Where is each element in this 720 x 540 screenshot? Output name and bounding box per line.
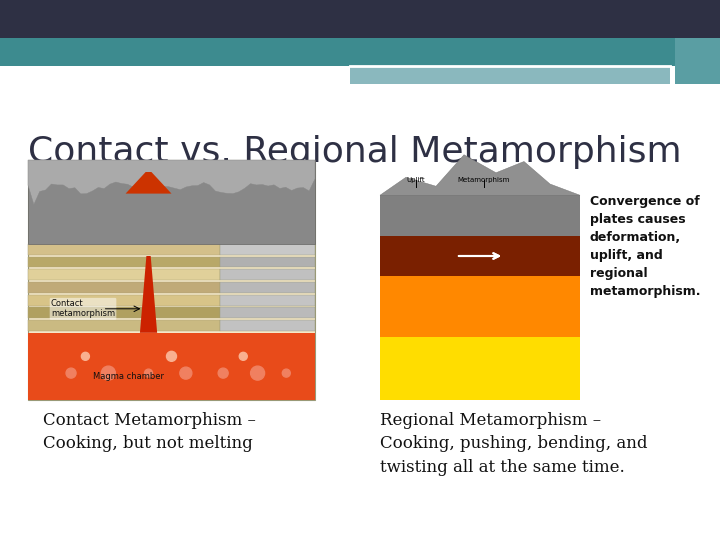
Bar: [0, 38, 720, 66]
Circle shape: [145, 369, 153, 377]
Circle shape: [81, 352, 89, 360]
Bar: [380, 276, 580, 337]
Bar: [28, 320, 220, 331]
Bar: [28, 160, 315, 400]
Bar: [675, 38, 720, 84]
Text: Magma chamber: Magma chamber: [93, 372, 164, 381]
Bar: [28, 282, 220, 293]
Circle shape: [102, 366, 115, 380]
Bar: [28, 244, 220, 255]
Bar: [220, 282, 315, 293]
Circle shape: [180, 367, 192, 379]
Polygon shape: [380, 155, 580, 195]
Bar: [28, 307, 220, 318]
Bar: [28, 269, 220, 280]
Text: Contact
metamorphism: Contact metamorphism: [51, 299, 115, 319]
Bar: [380, 195, 580, 236]
Text: Contact vs. Regional Metamorphism: Contact vs. Regional Metamorphism: [28, 135, 682, 169]
Text: Regional Metamorphism –
Cooking, pushing, bending, and
twisting all at the same : Regional Metamorphism – Cooking, pushing…: [380, 412, 647, 476]
Bar: [0, 0, 720, 38]
Bar: [220, 256, 315, 267]
Circle shape: [251, 366, 265, 380]
Bar: [220, 307, 315, 318]
Bar: [220, 295, 315, 306]
Bar: [380, 337, 580, 400]
Bar: [28, 295, 220, 306]
Text: Uplift: Uplift: [407, 177, 426, 183]
Bar: [350, 66, 670, 84]
Bar: [220, 320, 315, 331]
Bar: [28, 160, 315, 244]
Polygon shape: [125, 172, 171, 194]
Text: Contact Metamorphism –
Cooking, but not melting: Contact Metamorphism – Cooking, but not …: [43, 412, 256, 453]
Circle shape: [282, 369, 290, 377]
Polygon shape: [28, 160, 315, 205]
Circle shape: [66, 368, 76, 378]
Polygon shape: [140, 256, 157, 333]
Bar: [28, 256, 220, 267]
Circle shape: [239, 352, 247, 360]
Bar: [380, 236, 580, 276]
Bar: [220, 244, 315, 255]
Bar: [28, 333, 315, 400]
Text: Metamorphism: Metamorphism: [458, 177, 510, 183]
Circle shape: [166, 352, 176, 361]
Circle shape: [218, 368, 228, 378]
Text: Convergence of
plates causes
deformation,
uplift, and
regional
metamorphism.: Convergence of plates causes deformation…: [590, 195, 701, 298]
Bar: [220, 269, 315, 280]
